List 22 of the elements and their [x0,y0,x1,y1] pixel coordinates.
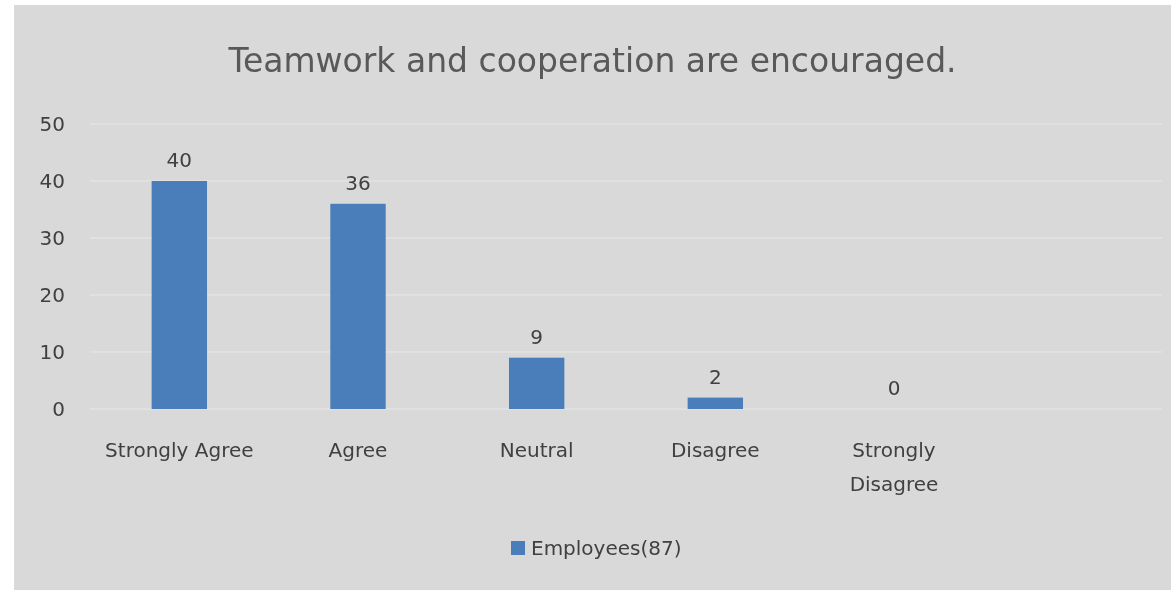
bar [508,357,565,409]
data-label: 2 [708,364,722,389]
bar [330,203,386,409]
bar [687,397,744,409]
data-label: 9 [530,324,544,349]
data-label: 0 [887,376,901,400]
x-tick-label: Strongly Agree [105,438,254,462]
x-tick-label: Neutral [499,438,574,462]
y-tick-label: 10 [39,340,65,364]
y-tick-label: 50 [39,112,65,136]
bar [151,181,208,409]
y-tick-label: 0 [52,397,65,421]
data-label: 36 [345,170,371,195]
legend-label: Employees(87) [531,536,682,560]
y-tick-label: 30 [39,226,65,250]
x-tick-label: Strongly Disagree [849,438,939,496]
y-tick-label: 20 [39,283,65,307]
x-tick-label: Disagree [670,438,760,462]
y-tick-label: 40 [39,169,65,193]
chart-title: Teamwork and cooperation are encouraged. [227,41,957,80]
x-tick-label: Agree [328,438,388,462]
data-label: 40 [166,148,193,172]
